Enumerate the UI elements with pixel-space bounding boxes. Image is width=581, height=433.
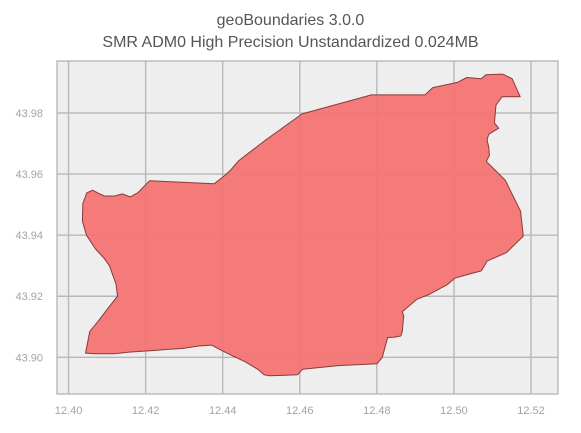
x-tick-label: 12.48 xyxy=(363,405,391,417)
y-axis-ticks: 43.90 43.92 43.94 43.96 43.98 xyxy=(15,108,43,364)
y-tick-label: 43.92 xyxy=(15,291,43,303)
x-tick-label: 12.40 xyxy=(55,405,83,417)
x-tick-label: 12.42 xyxy=(132,405,160,417)
country-boundary-polygon xyxy=(81,73,524,377)
title-line-1: geoBoundaries 3.0.0 xyxy=(216,12,365,29)
y-tick-label: 43.96 xyxy=(15,169,43,181)
x-tick-label: 12.44 xyxy=(209,405,237,417)
y-tick-label: 43.94 xyxy=(15,230,43,242)
x-tick-label: 12.46 xyxy=(286,405,314,417)
x-tick-label: 12.52 xyxy=(517,405,545,417)
plot-frame xyxy=(56,60,559,395)
x-tick-label: 12.50 xyxy=(440,405,468,417)
x-axis-ticks: 12.40 12.42 12.44 12.46 12.48 12.50 12.52 xyxy=(55,405,545,417)
title-line-2: SMR ADM0 High Precision Unstandardized 0… xyxy=(102,34,479,51)
y-tick-label: 43.98 xyxy=(15,108,43,120)
y-tick-label: 43.90 xyxy=(15,352,43,364)
chart-title: geoBoundaries 3.0.0 SMR ADM0 High Precis… xyxy=(0,10,581,54)
plot-border xyxy=(56,60,559,395)
